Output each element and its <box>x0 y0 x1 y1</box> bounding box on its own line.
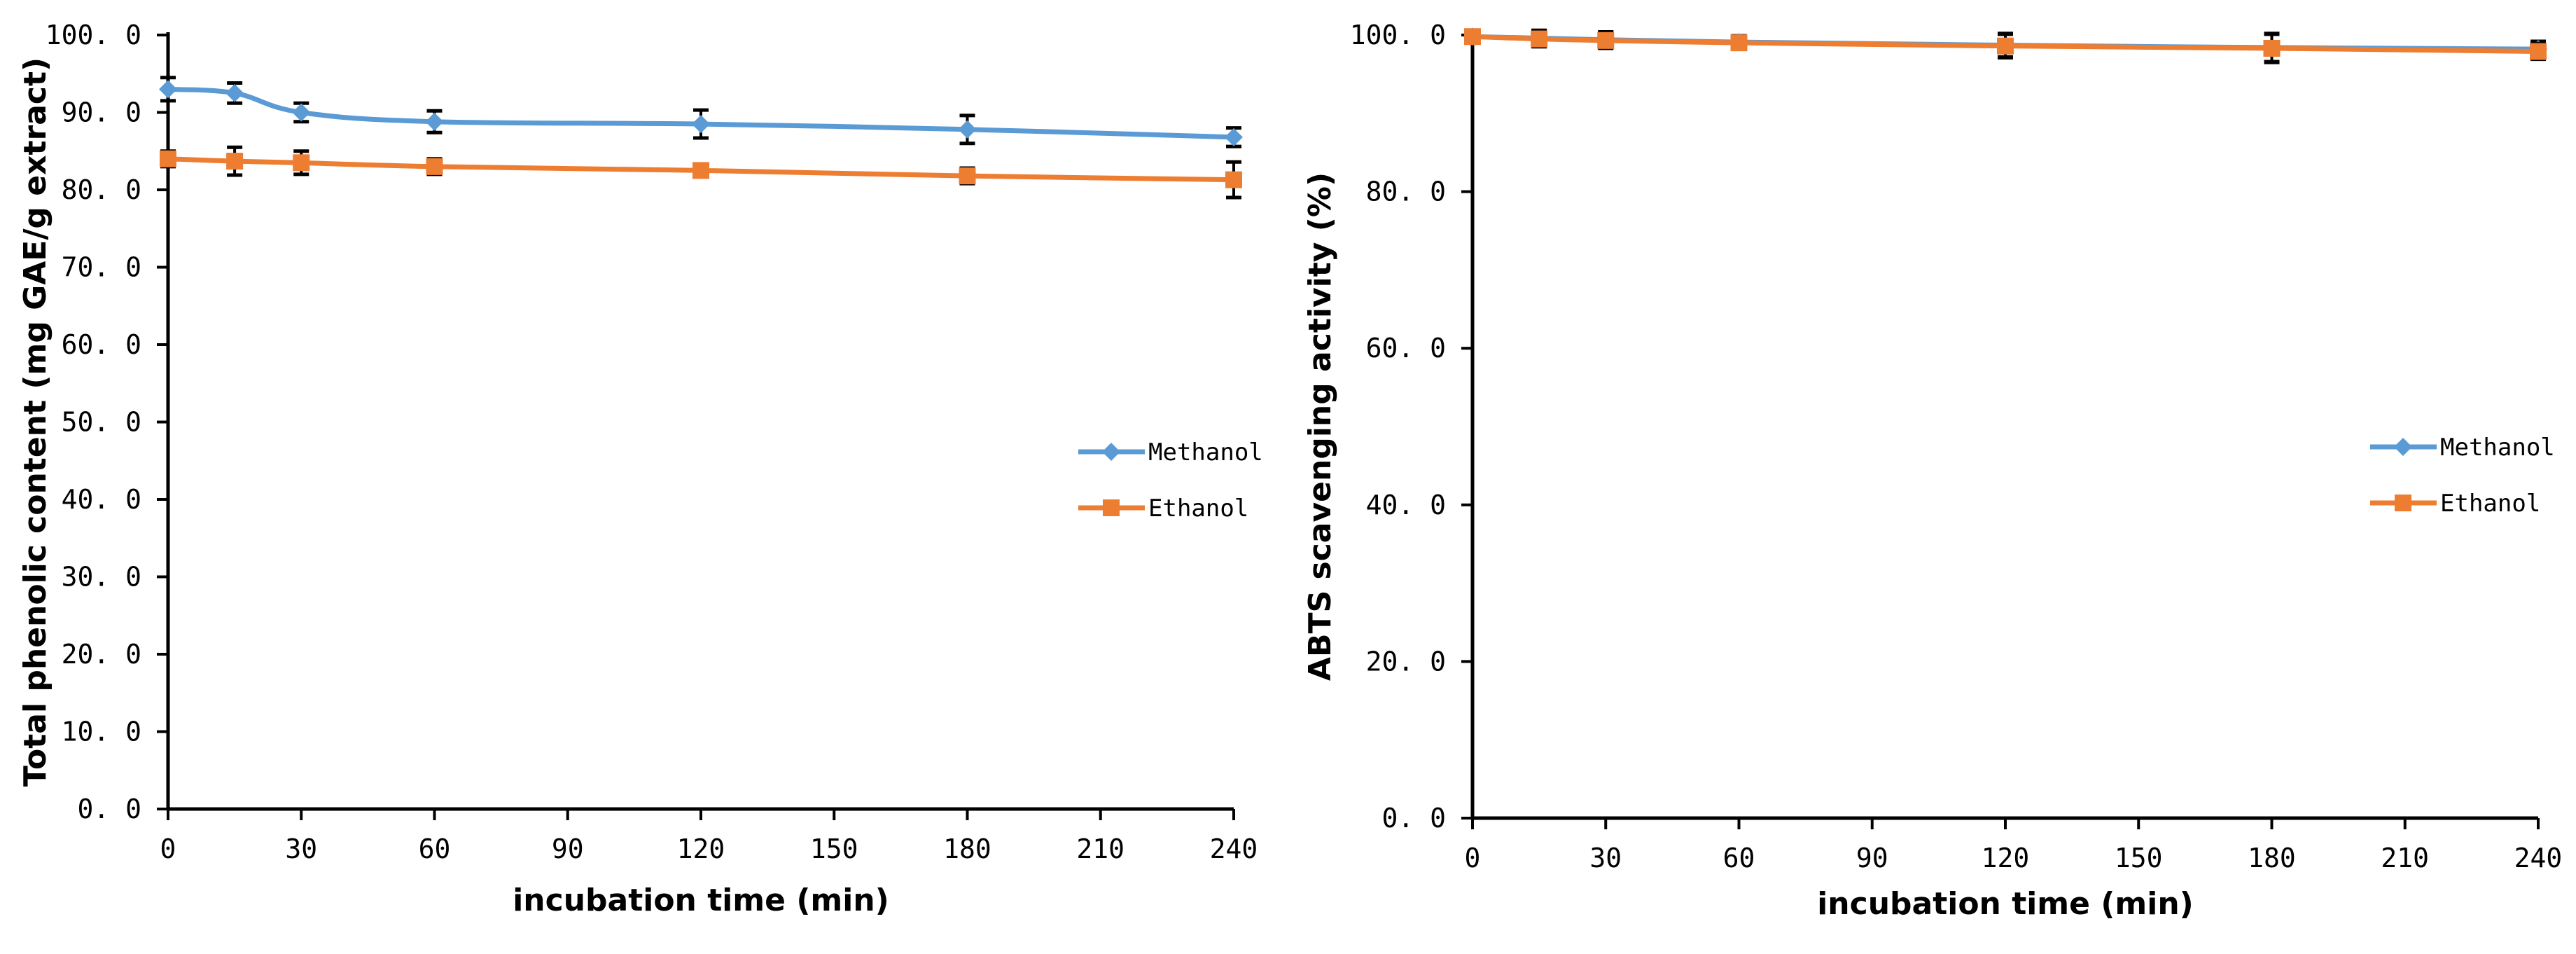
chart-2: 0. 0 20. 0 40. 0 60. 0 80. 0 100. 0 0 30 60 90 120… <box>1302 20 2562 922</box>
data-point <box>1597 32 1615 49</box>
legend: Methanol Ethanol <box>1078 438 1263 523</box>
x-tick-label: 90 <box>552 834 584 864</box>
data-point <box>426 158 443 175</box>
x-tick-label: 180 <box>943 834 991 864</box>
data-point <box>1225 127 1243 146</box>
legend-label: Ethanol <box>1148 495 1248 523</box>
data-point <box>1997 37 2014 55</box>
data-point <box>1225 171 1242 188</box>
y-tick-label: 40. 0 <box>1366 490 1446 520</box>
x-tick-label: 120 <box>677 834 725 864</box>
y-tick-label: 10. 0 <box>62 717 141 747</box>
data-point <box>159 80 177 99</box>
data-point <box>959 167 976 185</box>
x-axis-title: incubation time (min) <box>513 883 889 918</box>
data-point <box>225 83 244 102</box>
x-tick-label: 150 <box>810 834 858 864</box>
y-tick-label: 80. 0 <box>62 174 141 205</box>
y-tick-label: 60. 0 <box>1366 333 1446 364</box>
legend-marker <box>1103 499 1120 516</box>
x-tick-label: 30 <box>285 834 317 864</box>
x-tick-label: 0 <box>160 834 176 864</box>
legend-label: Ethanol <box>2440 490 2540 518</box>
y-tick-label: 100. 0 <box>1350 20 1446 50</box>
data-point <box>2263 40 2281 57</box>
y-tick-label: 60. 0 <box>62 329 141 360</box>
data-point <box>1531 30 1548 48</box>
data-point <box>160 150 176 167</box>
x-tick-label: 0 <box>1465 843 1481 873</box>
x-tick-label: 60 <box>419 834 451 864</box>
y-tick-label: 20. 0 <box>1366 646 1446 677</box>
y-tick-label: 40. 0 <box>62 484 141 515</box>
y-tick-label: 0. 0 <box>77 794 141 824</box>
x-tick-label: 150 <box>2115 843 2163 873</box>
legend-marker <box>2394 438 2412 456</box>
y-tick-label: 30. 0 <box>62 562 141 593</box>
y-tick-label: 0. 0 <box>1381 803 1446 834</box>
series-ethanol <box>1464 28 2547 64</box>
data-point <box>692 115 710 134</box>
x-tick-label: 120 <box>1982 843 2030 873</box>
data-point <box>692 162 709 179</box>
x-tick-label: 30 <box>1589 843 1622 873</box>
legend-marker <box>2395 495 2411 511</box>
series-methanol <box>159 76 1243 148</box>
data-point <box>425 112 444 131</box>
chart-1: 0. 0 10. 0 20. 0 30. 0 40. 0 50. 0 60. 0 70. 0 8… <box>18 20 1263 918</box>
data-point <box>293 154 310 172</box>
x-tick-label: 240 <box>2514 843 2563 873</box>
data-point <box>958 120 977 139</box>
x-tick-label: 210 <box>1076 834 1125 864</box>
legend-label: Methanol <box>2440 434 2555 462</box>
y-tick-label: 90. 0 <box>62 97 141 128</box>
x-axis-title: incubation time (min) <box>1817 886 2194 922</box>
x-tick-label: 240 <box>1210 834 1258 864</box>
data-point <box>226 153 244 170</box>
y-tick-label: 20. 0 <box>62 639 141 670</box>
y-tick-label: 50. 0 <box>62 407 141 438</box>
legend: Methanol Ethanol <box>2370 434 2555 518</box>
y-tick-label: 70. 0 <box>62 252 141 283</box>
legend-marker <box>1102 443 1120 461</box>
legend-label: Methanol <box>1148 438 1263 466</box>
x-tick-label: 60 <box>1723 843 1755 873</box>
x-tick-label: 210 <box>2381 843 2429 873</box>
series-ethanol <box>160 145 1242 200</box>
series-line <box>167 86 1234 140</box>
y-tick-label: 80. 0 <box>1366 177 1446 207</box>
x-tick-label: 90 <box>1856 843 1888 873</box>
data-point <box>1464 28 1481 46</box>
series-line <box>1472 34 2539 54</box>
y-tick-label: 100. 0 <box>46 20 141 50</box>
data-point <box>292 103 311 122</box>
series-line <box>167 156 1234 183</box>
y-axis-title: ABTS scavenging activity (%) <box>1302 172 1338 681</box>
data-point <box>2530 43 2547 60</box>
x-tick-label: 180 <box>2248 843 2296 873</box>
y-axis-title: Total phenolic content (mg GAE/g extract… <box>18 57 53 787</box>
data-point <box>1730 34 1748 52</box>
